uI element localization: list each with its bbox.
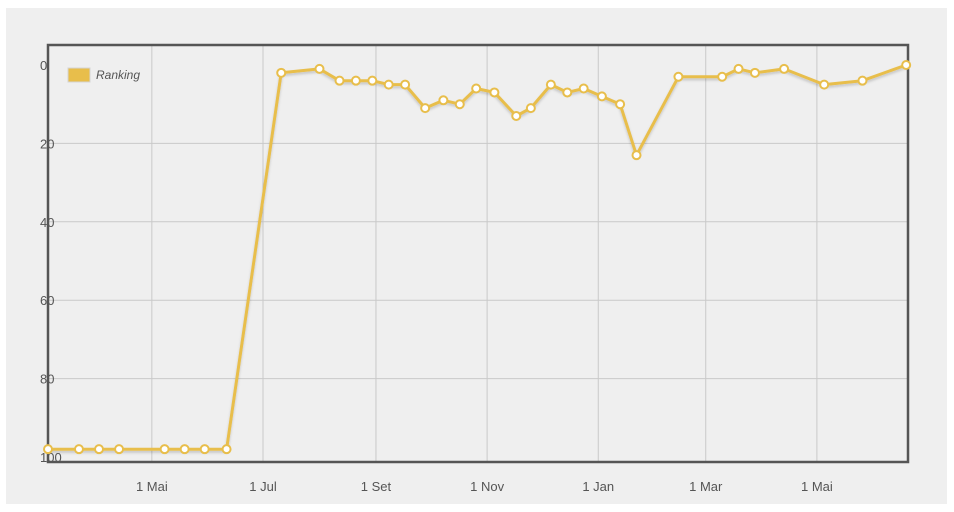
series-ranking	[43, 60, 912, 455]
data-point	[779, 63, 790, 74]
y-tick-label: 80	[40, 372, 54, 387]
data-point	[596, 91, 607, 102]
data-point	[749, 67, 760, 78]
data-point	[454, 99, 465, 110]
data-point	[717, 71, 728, 82]
data-point	[525, 103, 536, 114]
x-tick-label: 1 Set	[361, 479, 392, 494]
data-point	[631, 150, 642, 161]
x-tick-label: 1 Mar	[689, 479, 723, 494]
y-tick-label: 20	[40, 136, 54, 151]
x-tick-label: 1 Mai	[136, 479, 168, 494]
data-point	[276, 67, 287, 78]
data-point	[199, 444, 210, 455]
data-point	[114, 444, 125, 455]
y-axis: 0 20 40 60 80 100	[40, 58, 62, 465]
data-point	[314, 63, 325, 74]
y-tick-label: 100	[40, 450, 62, 465]
data-point	[73, 444, 84, 455]
x-tick-label: 1 Mai	[801, 479, 833, 494]
legend-label-ranking: Ranking	[96, 68, 140, 82]
grid-lines	[48, 45, 908, 462]
plot-area-frame	[46, 43, 910, 464]
data-point	[383, 79, 394, 90]
data-point	[819, 79, 830, 90]
data-point	[673, 71, 684, 82]
data-point	[350, 75, 361, 86]
data-point	[511, 110, 522, 121]
x-tick-label: 1 Nov	[470, 479, 504, 494]
legend-swatch-ranking	[67, 67, 91, 83]
data-point	[545, 79, 556, 90]
data-point	[400, 79, 411, 90]
data-point	[367, 75, 378, 86]
data-point	[159, 444, 170, 455]
x-tick-label: 1 Jul	[249, 479, 277, 494]
x-tick-label: 1 Jan	[582, 479, 614, 494]
data-point	[615, 99, 626, 110]
data-point	[562, 87, 573, 98]
data-point	[733, 63, 744, 74]
data-point	[221, 444, 232, 455]
data-point	[489, 87, 500, 98]
data-point	[901, 60, 912, 70]
data-point	[179, 444, 190, 455]
data-point	[578, 83, 589, 94]
x-axis: 1 Mai 1 Jul 1 Set 1 Nov 1 Jan 1 Mar 1 Mai	[136, 479, 833, 494]
data-point	[471, 83, 482, 94]
data-point	[334, 75, 345, 86]
series-line	[48, 63, 907, 451]
legend: Ranking	[62, 61, 148, 87]
y-tick-label: 60	[40, 293, 54, 308]
y-tick-label: 0	[40, 58, 47, 73]
data-point	[857, 75, 868, 86]
data-point	[438, 95, 449, 106]
data-point	[43, 444, 53, 455]
data-point	[94, 444, 105, 455]
data-point	[420, 103, 431, 114]
y-tick-label: 40	[40, 215, 54, 230]
